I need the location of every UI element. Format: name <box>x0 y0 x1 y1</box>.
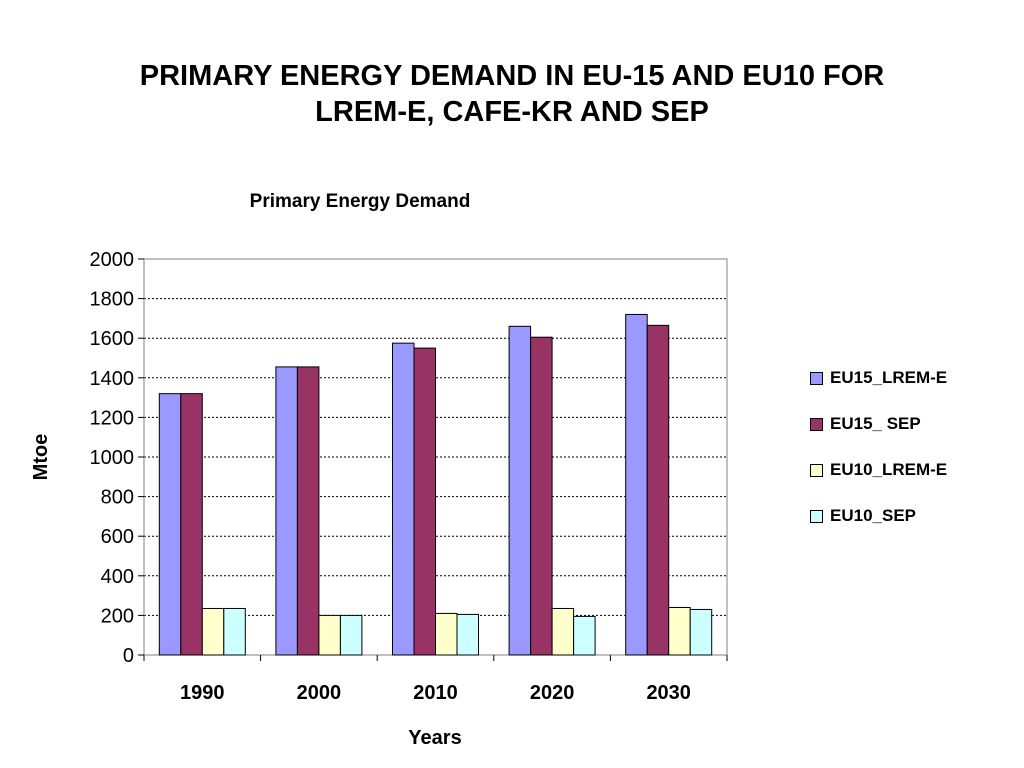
bar-3-2020 <box>551 607 575 656</box>
y-tick-label: 1600 <box>90 328 135 350</box>
chart-title: Primary Energy Demand <box>250 191 471 212</box>
y-axis-ticks: 0 200 400 600 800 1000 1200 1400 1600 1800 2000 <box>90 249 144 667</box>
bar-4-2010 <box>456 613 479 656</box>
legend-swatch <box>810 463 823 477</box>
legend-item: EU15_ SEP <box>810 414 1010 434</box>
bar-1-1990 <box>158 393 182 656</box>
bar-2-2030 <box>646 324 670 656</box>
y-tick-label: 600 <box>101 526 134 548</box>
y-tick-label: 2000 <box>90 249 135 271</box>
bar-3-2030 <box>668 606 691 656</box>
bar-4-2000 <box>339 614 363 656</box>
legend-item: EU15_LREM-E <box>810 368 1010 388</box>
legend-label: EU15_ SEP <box>830 414 921 433</box>
bar-3-1990 <box>201 607 225 656</box>
legend-item: EU10_LREM-E <box>810 460 1010 480</box>
x-tick-label: 2000 <box>297 682 342 704</box>
x-tick-label: 1990 <box>180 682 225 704</box>
bar-1-2010 <box>392 342 415 656</box>
bar-1-2000 <box>275 366 298 656</box>
bar-2-2010 <box>413 347 436 656</box>
x-tick-label: 2030 <box>646 682 691 704</box>
slide-title-line-2: LREM-E, CAFE-KR AND SEP <box>315 96 709 128</box>
x-tick-label: 2010 <box>413 682 458 704</box>
bar-1-2020 <box>508 325 532 656</box>
x-tick-label: 2020 <box>530 682 575 704</box>
y-tick-label: 400 <box>101 566 134 588</box>
bar-2-2020 <box>530 336 553 656</box>
legend-swatch <box>810 371 823 385</box>
legend-label: EU10_LREM-E <box>830 460 948 479</box>
slide-title-line-1: PRIMARY ENERGY DEMAND IN EU-15 AND EU10 … <box>139 60 885 92</box>
chart-legend: EU15_LREM-E EU15_ SEP EU10_LREM-E EU10_SEP <box>810 368 1010 552</box>
x-axis-ticks: 1990 2000 2010 2020 2030 <box>143 655 728 704</box>
legend-swatch <box>810 417 823 431</box>
legend-swatch <box>810 509 823 523</box>
bar-4-1990 <box>223 607 246 656</box>
bars <box>158 313 713 656</box>
y-tick-label: 1800 <box>90 289 135 311</box>
bar-4-2020 <box>573 615 596 656</box>
y-tick-label: 1400 <box>90 368 135 390</box>
x-axis-label: Years <box>408 727 461 749</box>
bar-1-2030 <box>625 313 648 656</box>
y-tick-label: 1200 <box>90 407 135 429</box>
y-tick-label: 800 <box>101 487 134 509</box>
bar-3-2000 <box>318 614 341 656</box>
bar-2-1990 <box>180 393 203 656</box>
legend-label: EU15_LREM-E <box>830 368 948 387</box>
y-tick-label: 1000 <box>90 447 135 469</box>
y-tick-label: 200 <box>101 605 134 627</box>
legend-label: EU10_SEP <box>830 506 916 525</box>
legend-item: EU10_SEP <box>810 506 1010 526</box>
bar-3-2010 <box>435 612 458 656</box>
bar-2-2000 <box>296 366 320 656</box>
y-axis-label: Mtoe <box>30 434 52 481</box>
bar-4-2030 <box>689 608 713 656</box>
y-tick-label: 0 <box>123 645 134 667</box>
slide-title: PRIMARY ENERGY DEMAND IN EU-15 AND EU10 … <box>0 58 1024 130</box>
